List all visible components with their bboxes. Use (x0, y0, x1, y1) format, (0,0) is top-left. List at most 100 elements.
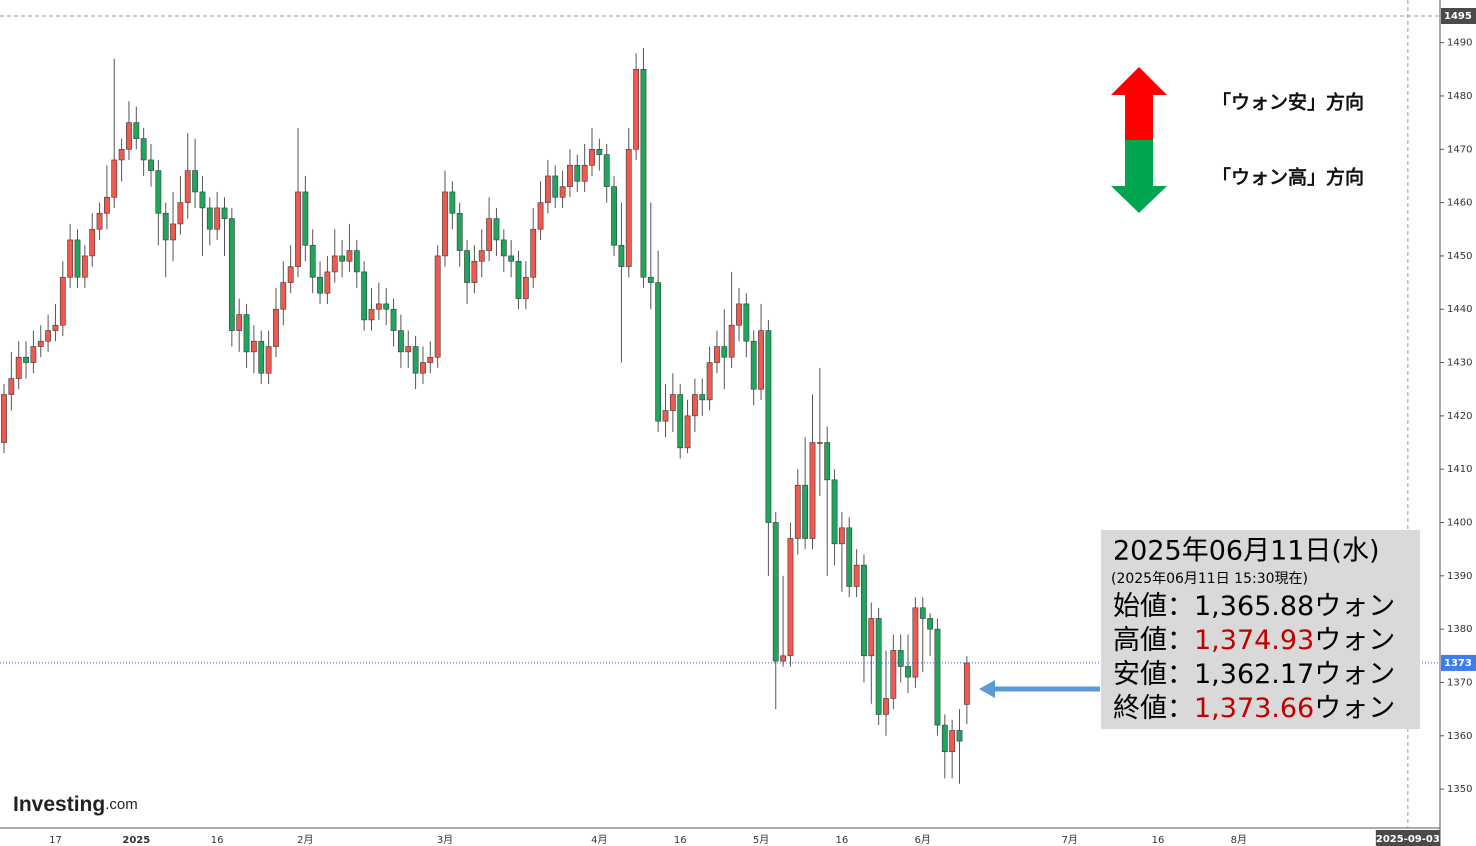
candle-body (96, 212, 103, 230)
candle-body (162, 212, 169, 241)
candle-body (684, 415, 691, 449)
candle-body (295, 191, 301, 267)
candle-body (361, 271, 368, 321)
candle-body (530, 228, 537, 278)
candle-body (927, 618, 933, 630)
candle-body (118, 148, 125, 161)
candle-body (170, 223, 176, 241)
x-tick-label: 2025 (122, 835, 150, 846)
candle-body (74, 239, 81, 278)
candle-body (37, 340, 44, 347)
candle-body (669, 394, 676, 411)
info-row-label: 安値： (1113, 659, 1194, 690)
candle-body (192, 170, 198, 193)
candle-body (559, 186, 566, 198)
candle-body (199, 191, 206, 209)
candle-body (522, 276, 529, 299)
candle-body (45, 330, 51, 342)
candle-body (897, 650, 904, 667)
info-row-unit: ウォン (1314, 693, 1395, 724)
candle-body (846, 527, 853, 587)
x-tick-label: 6月 (915, 834, 931, 846)
candle-body (375, 303, 382, 310)
candle-body (662, 410, 669, 422)
last-price-label: 1373 (1444, 658, 1472, 669)
candle-body (427, 356, 434, 363)
candle-body (89, 228, 96, 257)
up-arrow (1111, 67, 1167, 140)
candle-body (228, 218, 235, 331)
y-tick-label: 1450 (1447, 251, 1472, 262)
y-tick-label: 1370 (1447, 677, 1472, 688)
candle-body (412, 346, 419, 374)
candle-body (640, 69, 647, 278)
candle-body (883, 698, 889, 715)
candle-body (618, 244, 625, 267)
candle-body (148, 159, 154, 171)
candle-body (287, 266, 294, 283)
candle-body (544, 175, 551, 203)
candle-body (949, 730, 956, 753)
candle-body (420, 362, 426, 374)
candle-body (133, 122, 140, 139)
candle-body (302, 191, 309, 246)
info-row-value: 1,362.17 (1194, 659, 1314, 690)
candle-body (941, 724, 948, 753)
y-tick-label: 1350 (1447, 784, 1472, 795)
candle-body (831, 479, 838, 545)
candle-body (67, 239, 74, 278)
info-as-of: (2025年06月11日 15:30現在) (1111, 571, 1308, 587)
y-tick-label: 1470 (1447, 144, 1472, 155)
y-tick-label: 1420 (1447, 411, 1472, 422)
candle-body (317, 276, 323, 294)
x-tick-label: 2月 (297, 834, 313, 846)
info-box (1101, 530, 1420, 729)
candle-body (251, 340, 257, 353)
x-tick-label: 16 (211, 835, 224, 846)
candle-body (809, 442, 816, 539)
logo-brand: Investing (13, 793, 105, 816)
candle-body (353, 250, 360, 273)
candle-body (500, 239, 507, 257)
candle-body (434, 255, 441, 358)
info-row-value: 1,374.93 (1194, 625, 1314, 656)
info-date: 2025年06月11日(水) (1113, 536, 1380, 567)
info-row-label: 高値： (1113, 625, 1194, 656)
candle-body (714, 346, 720, 363)
x-tick-label: 3月 (437, 834, 453, 846)
candle-body (383, 303, 390, 310)
y-tick-label: 1360 (1447, 731, 1472, 742)
candle-body (611, 186, 617, 246)
y-tick-label: 1400 (1447, 517, 1472, 528)
candle-body (464, 250, 470, 283)
candle-body (339, 255, 345, 262)
last-price-box (1441, 654, 1476, 671)
candle-body (589, 148, 595, 166)
candle-body (567, 164, 573, 187)
candle-body (537, 202, 544, 230)
candle-body (515, 260, 522, 299)
candle-body (405, 346, 412, 353)
y-tick-label: 1440 (1447, 304, 1472, 315)
candle-body (206, 207, 213, 230)
pointer-arrow-head (979, 680, 995, 698)
candle-body (736, 303, 742, 326)
info-row-unit: ウォン (1314, 625, 1395, 656)
info-row-unit: ウォン (1314, 659, 1395, 690)
x-tick-label: 16 (674, 835, 687, 846)
reference-label: 1495 (1444, 11, 1472, 22)
candle-body (956, 730, 963, 742)
candle-body (912, 607, 919, 678)
info-row-value: 1,373.66 (1194, 693, 1314, 724)
candle-body (184, 170, 191, 203)
candle-body (397, 330, 404, 353)
y-tick-label: 1430 (1447, 358, 1472, 369)
reference-label-box (1441, 7, 1476, 24)
x-tick-label: 5月 (753, 834, 769, 846)
candle-body (853, 564, 860, 587)
candle-body (787, 538, 794, 657)
candle-body (655, 282, 662, 422)
y-tick-label: 1480 (1447, 91, 1472, 102)
x-tick-label: 4月 (591, 834, 607, 846)
